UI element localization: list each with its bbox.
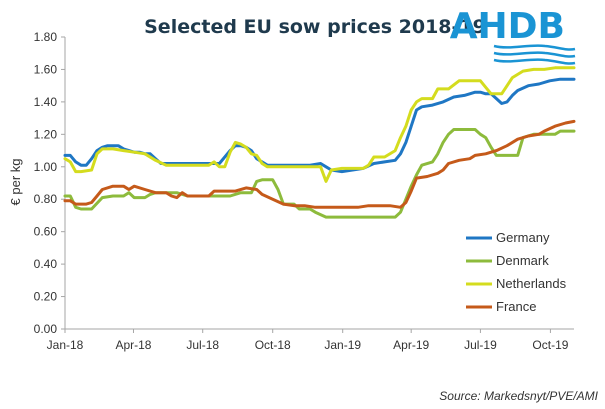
y-tick-label: 0.80 <box>34 192 58 206</box>
y-tick-label: 1.80 <box>34 30 58 44</box>
ahdb-logo: AHDB <box>450 6 576 65</box>
x-tick-label: Oct-19 <box>532 338 568 352</box>
legend: Germany Denmark Netherlands France <box>466 230 567 314</box>
x-tick-label: Apr-19 <box>393 338 429 352</box>
series-line-france <box>63 119 576 209</box>
y-tick-label: 1.00 <box>34 160 58 174</box>
legend-label-france: France <box>496 299 536 314</box>
y-tick-label: 0.60 <box>34 225 58 239</box>
legend-label-denmark: Denmark <box>496 253 549 268</box>
series-line-netherlands <box>63 66 576 183</box>
chart-title: Selected EU sow prices 2018-19 <box>144 16 486 38</box>
y-tick-label: 0.40 <box>34 257 58 271</box>
y-tick-label: 0.00 <box>34 322 58 336</box>
y-tick-label: 0.20 <box>34 290 58 304</box>
series-layer <box>63 66 576 219</box>
series-line-denmark <box>63 128 576 219</box>
x-tick-label: Jul-18 <box>186 338 219 352</box>
axes: 0.00 0.20 0.40 0.60 0.80 1.00 1.20 1.40 1.60 1.80… <box>34 30 574 352</box>
x-tick-label: Jan-19 <box>324 338 361 352</box>
x-tick-label: Jul-19 <box>464 338 497 352</box>
x-tick-label: Apr-18 <box>115 338 151 352</box>
y-tick-label: 1.20 <box>34 127 58 141</box>
x-tick-label: Jan-18 <box>47 338 84 352</box>
y-tick-label: 1.40 <box>34 95 58 109</box>
x-tick-label: Oct-18 <box>255 338 291 352</box>
legend-label-netherlands: Netherlands <box>496 276 567 291</box>
y-axis-label: € per kg <box>8 159 23 206</box>
logo-text: AHDB <box>450 6 565 47</box>
y-tick-label: 1.60 <box>34 62 58 76</box>
source-note: Source: Markedsnyt/PVE/AMI <box>439 389 598 403</box>
legend-label-germany: Germany <box>496 230 550 245</box>
